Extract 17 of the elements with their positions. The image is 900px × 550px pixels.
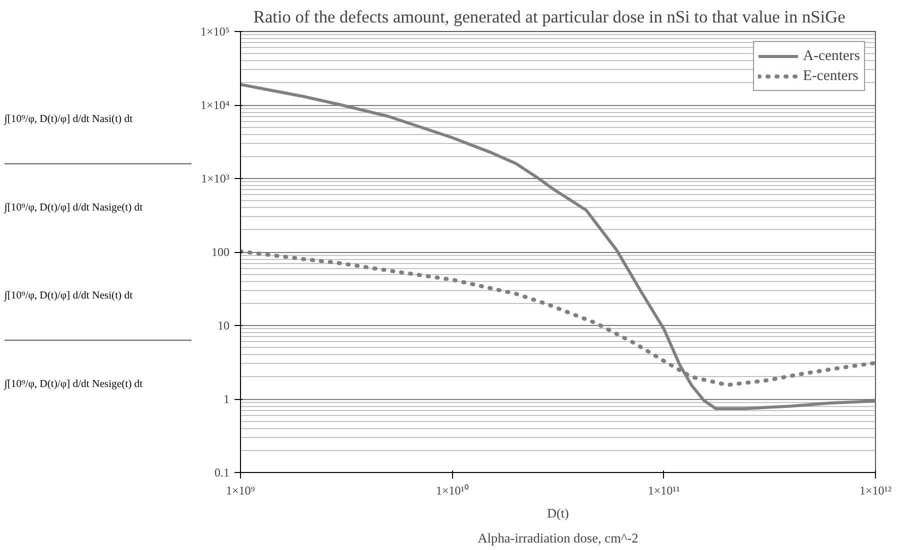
text: ∫[10⁹/φ, D(t)/φ] d/dt Nasi(t) dt ∫[10⁹/φ, D(t)/φ] d/dt Nasige(t) dt ∫[10⁹/φ, D(t)/φ] d/dt Nesi(t) dt ∫[10⁹/φ, D(t)/φ] d/dt Nesige(t) dt bbox=[4, 114, 143, 390]
text: Alpha-irradiation dose, cm^-2 bbox=[478, 530, 638, 546]
y-tick-label: 10 bbox=[218, 318, 230, 332]
y-tick-label: 1 bbox=[224, 392, 230, 406]
x-axis-title: D(t) bbox=[547, 506, 569, 520]
y-tick-label: 1×10⁴ bbox=[200, 98, 230, 112]
x-tick-label: 1×10¹¹ bbox=[648, 484, 680, 498]
chart-title: Ratio of the defects amount, generated at particular dose in nSi to that value in nSiGe bbox=[253, 8, 846, 26]
legend-label: A-centers bbox=[803, 48, 860, 64]
y-tick-label: 1×10⁵ bbox=[200, 24, 230, 38]
y-tick-label: 0.1 bbox=[214, 466, 230, 480]
legend-label: E-centers bbox=[803, 68, 858, 84]
x-tick-label: 1×10¹⁰ bbox=[436, 484, 468, 498]
y-tick-label: 100 bbox=[212, 245, 230, 259]
x-tick-label: 1×10⁹ bbox=[226, 484, 255, 498]
x-tick-label: 1×10¹² bbox=[860, 484, 892, 498]
y-tick-label: 1×10³ bbox=[201, 172, 230, 186]
